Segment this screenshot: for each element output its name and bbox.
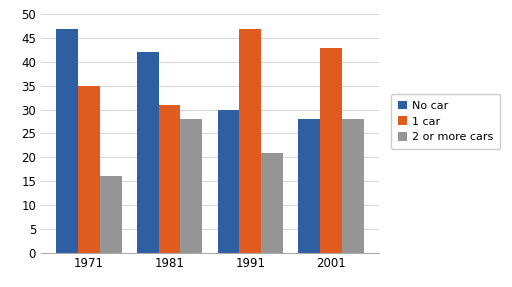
Bar [239, 29, 261, 253]
Bar [320, 48, 342, 253]
Bar [218, 110, 239, 253]
Bar [137, 53, 159, 253]
Bar [298, 119, 320, 253]
Bar [78, 86, 100, 253]
Bar [56, 29, 78, 253]
Bar [261, 152, 283, 253]
Bar [181, 119, 202, 253]
Legend: No car, 1 car, 2 or more cars: No car, 1 car, 2 or more cars [391, 94, 500, 149]
Bar [159, 105, 181, 253]
Bar [342, 119, 364, 253]
Bar [100, 176, 122, 253]
